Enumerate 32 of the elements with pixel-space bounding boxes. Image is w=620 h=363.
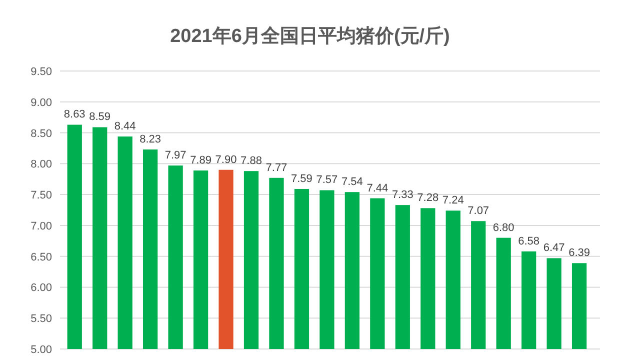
y-tick-label: 6.50 bbox=[30, 251, 52, 264]
data-label: 7.97 bbox=[164, 150, 186, 162]
data-label: 7.57 bbox=[316, 174, 338, 186]
data-label: 7.28 bbox=[417, 192, 439, 204]
y-tick-label: 6.00 bbox=[30, 282, 52, 294]
y-tick-label: 8.00 bbox=[30, 158, 52, 171]
y-tick-label: 5.00 bbox=[30, 344, 52, 356]
data-label: 7.89 bbox=[190, 154, 212, 166]
data-label: 7.77 bbox=[266, 162, 288, 174]
data-label: 8.44 bbox=[114, 120, 136, 132]
data-label: 7.07 bbox=[468, 205, 490, 218]
data-label: 6.58 bbox=[518, 235, 540, 248]
data-label: 6.39 bbox=[568, 247, 590, 260]
data-label: 6.47 bbox=[543, 242, 565, 254]
data-label: 7.44 bbox=[366, 182, 388, 194]
data-label: 8.23 bbox=[140, 133, 162, 146]
y-tick-label: 7.00 bbox=[30, 220, 52, 232]
y-tick-label: 9.50 bbox=[30, 66, 52, 78]
chart-title: 2021年6月全国日平均猪价(元/斤) bbox=[170, 25, 450, 47]
data-label: 8.59 bbox=[89, 111, 111, 124]
data-label: 7.59 bbox=[291, 172, 312, 185]
y-tick-label: 7.50 bbox=[30, 190, 52, 202]
y-tick-label: 5.50 bbox=[30, 313, 52, 326]
y-tick-label: 9.00 bbox=[30, 96, 52, 109]
data-label: 8.63 bbox=[64, 108, 86, 121]
data-label: 7.54 bbox=[341, 176, 363, 188]
y-tick-label: 8.50 bbox=[30, 128, 52, 140]
data-label: 6.80 bbox=[492, 222, 514, 234]
data-label: 7.24 bbox=[442, 194, 464, 207]
data-label: 7.33 bbox=[392, 189, 414, 202]
data-label: 7.90 bbox=[215, 154, 237, 166]
data-label: 7.88 bbox=[240, 155, 262, 168]
